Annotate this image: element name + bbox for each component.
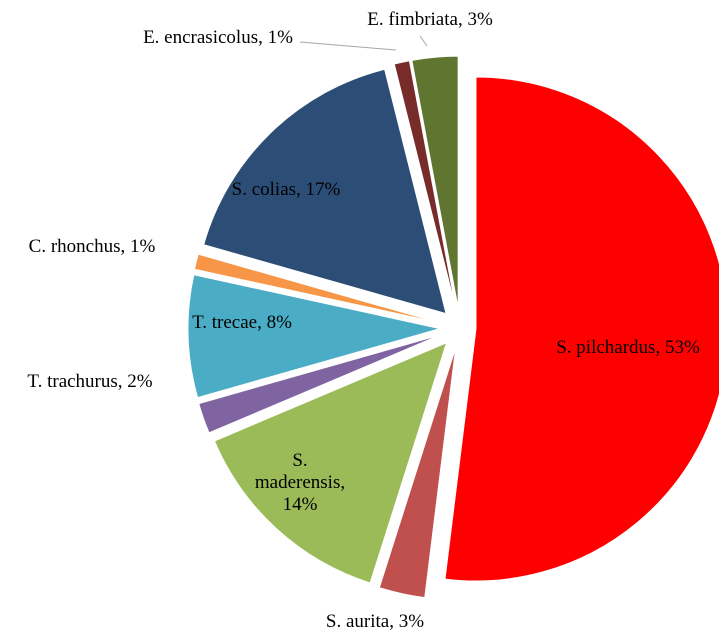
- pie-slice: [193, 253, 441, 324]
- pie-slice: [198, 334, 442, 434]
- pie-slice: [444, 76, 719, 582]
- pie-slice: [203, 68, 447, 315]
- pie-slice: [393, 60, 457, 309]
- slice-label: E. fimbriata, 3%: [367, 9, 493, 31]
- pie-slice: [411, 55, 459, 309]
- pie-slice: [378, 347, 457, 599]
- slice-label: S. aurita, 3%: [325, 611, 425, 633]
- slice-label: E. encrasicolus, 1%: [143, 27, 293, 49]
- pie-slice: [213, 341, 448, 584]
- slice-label: S. colias, 17%: [231, 179, 341, 201]
- leader-line: [299, 41, 397, 51]
- slice-label: S. maderensis, 14%: [254, 450, 346, 515]
- leader-line: [419, 35, 428, 47]
- slice-label: T. trecae, 8%: [192, 312, 292, 334]
- slice-label: C. rhonchus, 1%: [28, 236, 156, 258]
- slice-label: S. pilchardus, 53%: [556, 337, 700, 359]
- pie-slice: [187, 274, 441, 399]
- slice-label: T. trachurus, 2%: [27, 371, 153, 393]
